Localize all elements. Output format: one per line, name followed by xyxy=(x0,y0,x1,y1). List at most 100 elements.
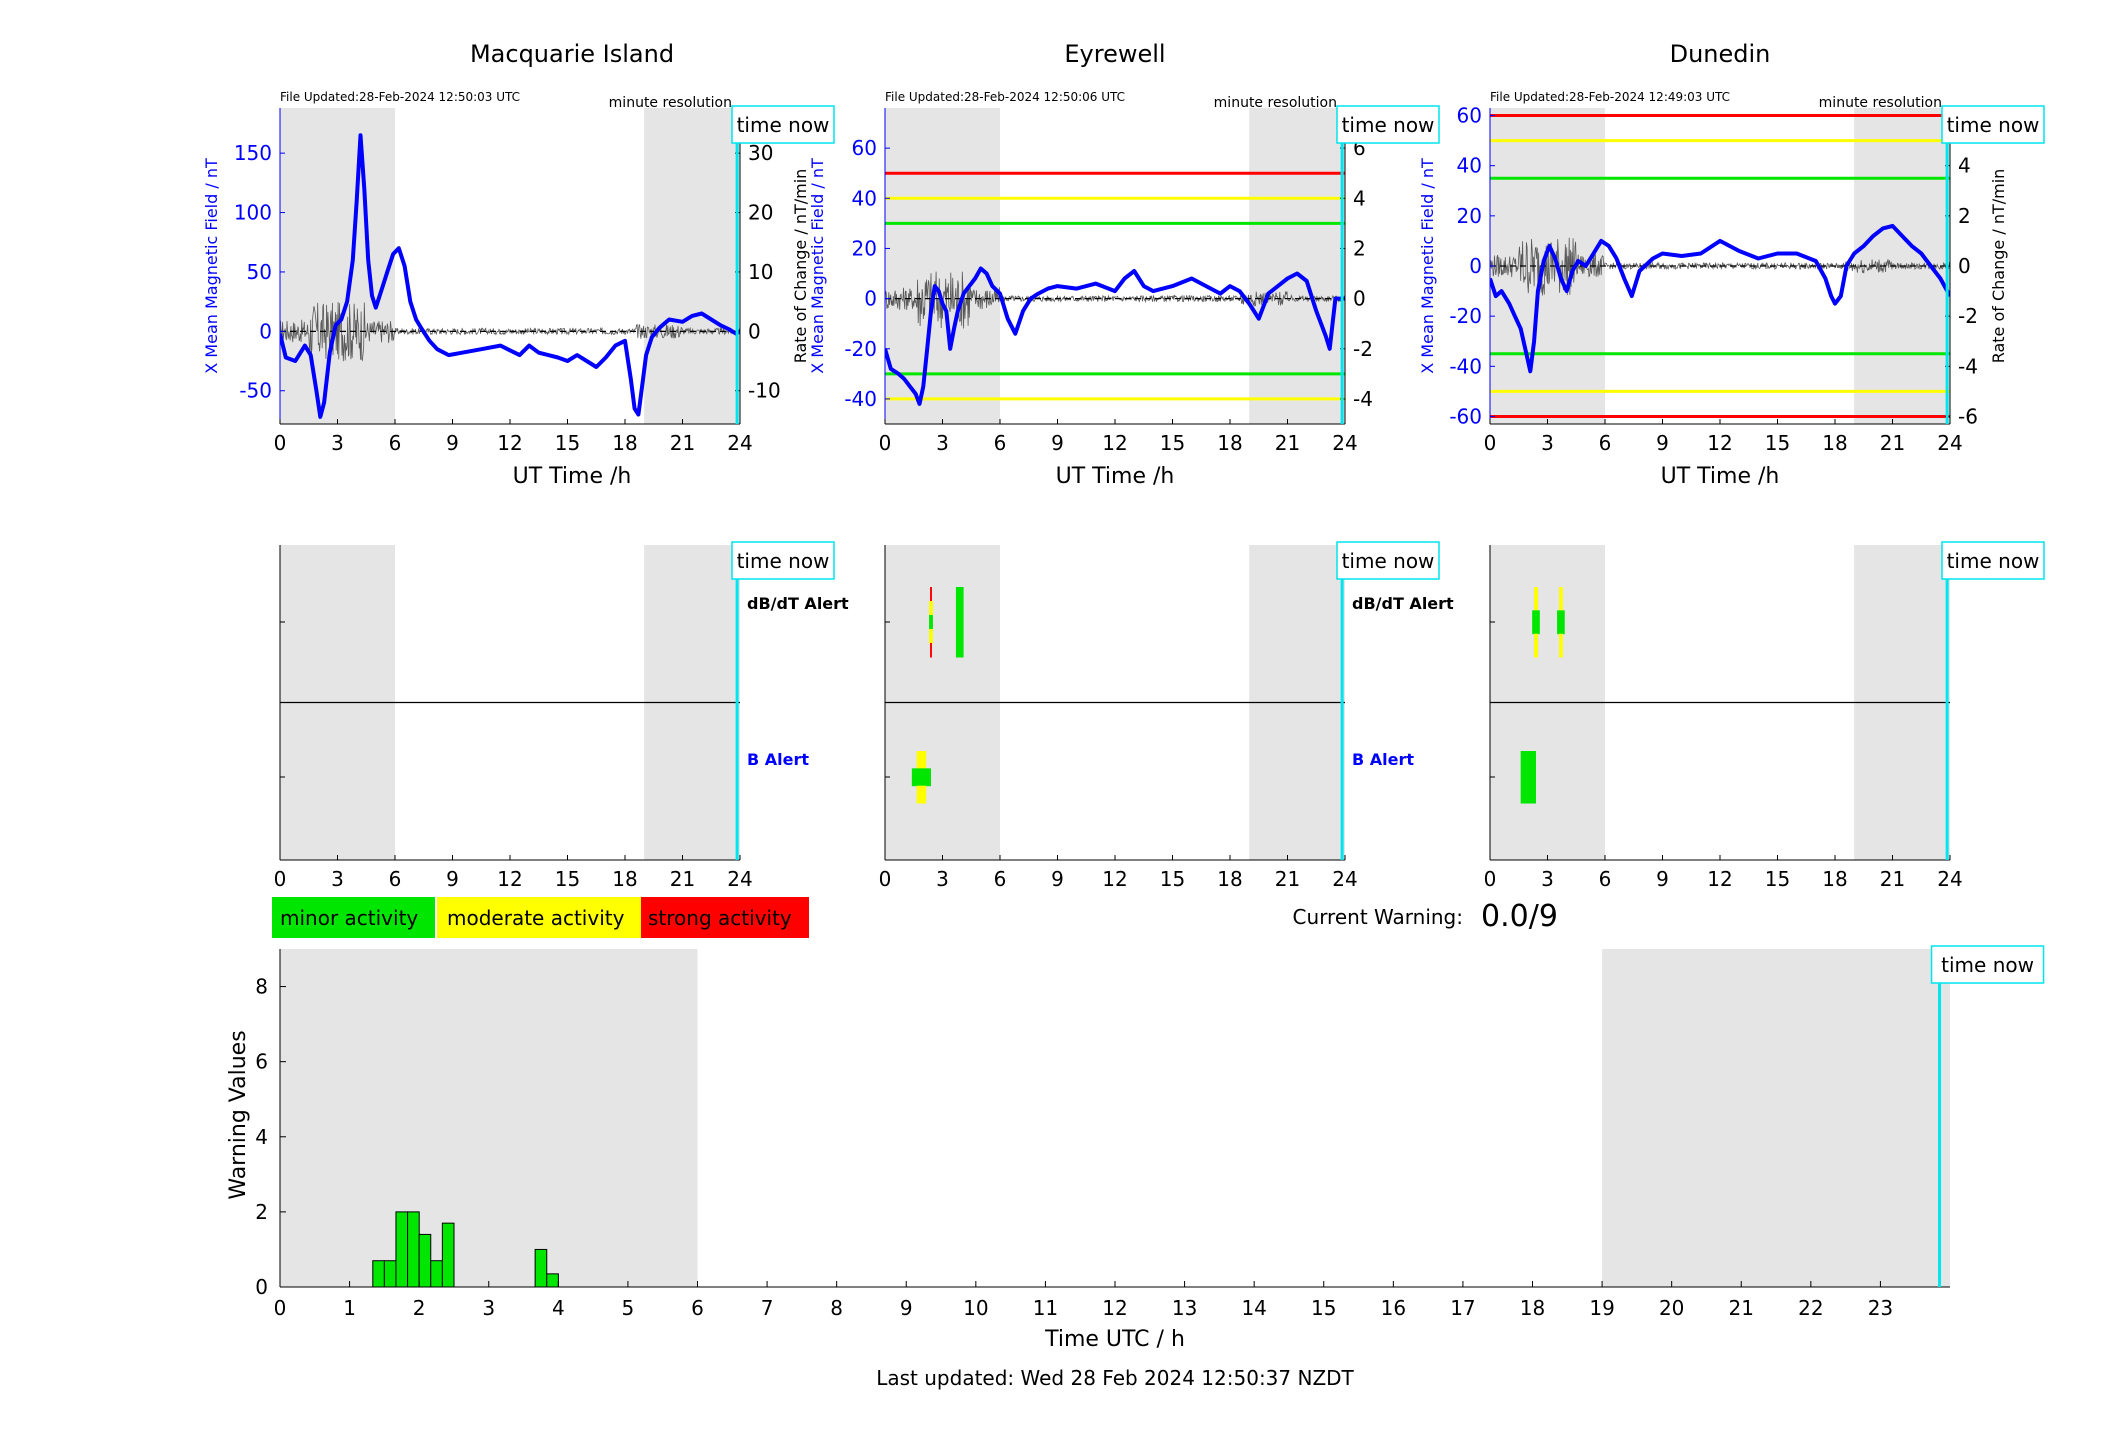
y-tick-right-label: -4 xyxy=(1353,387,1373,411)
b-alert-block xyxy=(911,768,931,787)
y-tick-left-label: -40 xyxy=(844,387,877,411)
night-shade xyxy=(280,108,395,424)
x-tick-label: 22 xyxy=(1798,1296,1823,1320)
x-tick-label: 24 xyxy=(727,867,752,891)
dbdt-alert-block xyxy=(929,601,933,616)
x-tick-label: 9 xyxy=(900,1296,913,1320)
x-tick-label: 0 xyxy=(274,431,287,455)
x-tick-label: 21 xyxy=(1275,867,1300,891)
file-updated-text: File Updated:28-Feb-2024 12:50:03 UTC xyxy=(280,90,520,104)
x-tick-label: 18 xyxy=(1217,431,1242,455)
station-title: Macquarie Island xyxy=(470,40,674,68)
x-tick-label: 12 xyxy=(1102,867,1127,891)
x-tick-label: 15 xyxy=(1160,431,1185,455)
x-tick-label: 3 xyxy=(331,431,344,455)
rate-of-change-line xyxy=(280,302,740,362)
x-tick-label: 6 xyxy=(1599,867,1612,891)
time-now-label: time now xyxy=(737,549,830,573)
x-tick-label: 0 xyxy=(1484,867,1497,891)
y-tick-right-label: 30 xyxy=(748,141,773,165)
y-tick-left-label: 60 xyxy=(852,136,877,160)
field-line xyxy=(885,266,1345,406)
time-now-label: time now xyxy=(737,113,830,137)
warning-bar xyxy=(372,1260,385,1288)
x-tick-label: 15 xyxy=(555,431,580,455)
x-tick-label: 3 xyxy=(936,431,949,455)
y-tick-label: 8 xyxy=(255,975,268,999)
x-tick-label: 3 xyxy=(331,867,344,891)
x-tick-label: 15 xyxy=(1765,431,1790,455)
x-tick-label: 3 xyxy=(482,1296,495,1320)
station-panel-macquarie: Macquarie Island 0 3 6 9 12 15 18 21 24-50050100… xyxy=(202,40,849,891)
x-tick-label: 21 xyxy=(670,867,695,891)
y-tick-left-label: 40 xyxy=(852,186,877,210)
y-tick-right-label: 0 xyxy=(1958,254,1971,278)
y-tick-left-label: 40 xyxy=(1457,154,1482,178)
x-axis-label: UT Time /h xyxy=(513,464,632,489)
y-tick-left-label: 100 xyxy=(234,201,272,225)
time-now-box xyxy=(1930,945,2045,984)
y-tick-left-label: 0 xyxy=(259,319,272,343)
x-tick-label: 6 xyxy=(994,431,1007,455)
b-alert-label: B Alert xyxy=(1352,750,1414,769)
x-tick-label: 15 xyxy=(1765,867,1790,891)
b-alert-label: B Alert xyxy=(747,750,809,769)
x-tick-label: 0 xyxy=(879,867,892,891)
alert-plot: 0 3 6 9 12 15 18 21 24 time now dB/dT Alert B Ale… xyxy=(879,541,1454,891)
y-tick-left-label: 60 xyxy=(1457,104,1482,128)
x-tick-label: 21 xyxy=(1880,867,1905,891)
y-tick-right-label: 2 xyxy=(1353,236,1366,260)
x-tick-label: 0 xyxy=(879,431,892,455)
x-tick-label: 19 xyxy=(1589,1296,1614,1320)
dbdt-alert-block xyxy=(1532,610,1540,635)
b-alert-block xyxy=(916,785,927,804)
activity-legend: minor activity moderate activity strong … xyxy=(272,897,809,938)
time-now-label: time now xyxy=(1947,549,2040,573)
station-panel-eyrewell: Eyrewell 0 3 6 9 12 15 18 21 24-40-200204060-4-2… xyxy=(791,40,1454,891)
current-warning-value: 0.0/9 xyxy=(1481,899,1558,934)
time-now-box xyxy=(731,105,835,144)
legend-moderate-label: moderate activity xyxy=(447,906,625,930)
x-tick-label: 24 xyxy=(1332,867,1357,891)
x-tick-label: 21 xyxy=(1729,1296,1754,1320)
y-tick-left-label: -60 xyxy=(1449,404,1482,428)
x-tick-label: 21 xyxy=(670,431,695,455)
x-tick-label: 9 xyxy=(446,431,459,455)
y-tick-right-label: 10 xyxy=(748,260,773,284)
dbdt-alert-block xyxy=(930,587,932,602)
station-title: Eyrewell xyxy=(1064,40,1165,68)
x-tick-label: 21 xyxy=(1880,431,1905,455)
x-tick-label: 9 xyxy=(1051,431,1064,455)
y-axis-label: Warning Values xyxy=(226,1030,251,1199)
x-tick-label: 24 xyxy=(1937,431,1962,455)
warning-bar xyxy=(546,1273,559,1288)
dbdt-alert-label: dB/dT Alert xyxy=(1352,594,1454,613)
x-tick-label: 12 xyxy=(1707,431,1732,455)
x-tick-label: 2 xyxy=(413,1296,426,1320)
x-axis-label: UT Time /h xyxy=(1661,464,1780,489)
file-updated-text: File Updated:28-Feb-2024 12:49:03 UTC xyxy=(1490,90,1730,104)
field-plot: 0 3 6 9 12 15 18 21 24 -50 0 50 100 150 -10 0 10 20 30 time… xyxy=(202,90,835,489)
x-tick-label: 15 xyxy=(1160,867,1185,891)
y-tick-left-label: 0 xyxy=(864,287,877,311)
night-shade xyxy=(885,108,1000,424)
time-now-label: time now xyxy=(1941,953,2034,977)
y-tick-label: 0 xyxy=(255,1275,268,1299)
x-axis-label: UT Time /h xyxy=(1056,464,1175,489)
night-shade xyxy=(1249,108,1345,424)
night-shade xyxy=(644,108,740,424)
warning-bar xyxy=(407,1211,420,1288)
dbdt-alert-block xyxy=(929,629,933,644)
x-tick-label: 18 xyxy=(612,867,637,891)
dbdt-alert-block xyxy=(1559,587,1563,611)
y-tick-label: 6 xyxy=(255,1050,268,1074)
time-now-label: time now xyxy=(1342,113,1435,137)
y-tick-right-label: 4 xyxy=(1353,186,1366,210)
x-tick-label: 10 xyxy=(963,1296,988,1320)
y-tick-right-label: -2 xyxy=(1353,337,1373,361)
x-tick-label: 3 xyxy=(1541,431,1554,455)
y-tick-left-label: -20 xyxy=(844,337,877,361)
x-tick-label: 15 xyxy=(1311,1296,1336,1320)
x-tick-label: 8 xyxy=(830,1296,843,1320)
last-updated-text: Last updated: Wed 28 Feb 2024 12:50:37 N… xyxy=(876,1366,1354,1390)
